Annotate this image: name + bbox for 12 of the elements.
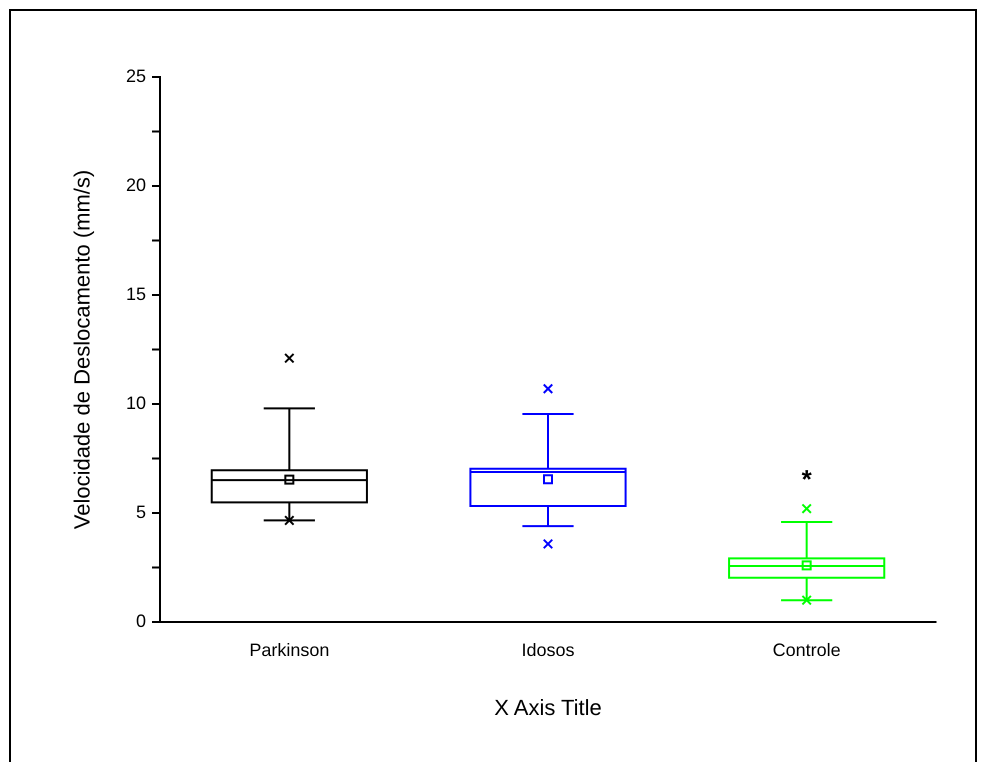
y-tick-label: 25 — [126, 66, 146, 86]
y-tick-label: 10 — [126, 392, 146, 413]
x-tick-label: Parkinson — [249, 640, 330, 660]
y-tick-label: 15 — [126, 284, 146, 304]
x-tick-label: Idosos — [521, 640, 575, 660]
x-axis-title: X Axis Title — [494, 694, 602, 720]
x-tick-label: Controle — [772, 640, 841, 660]
y-axis-title: Velocidade de Deslocamento (mm/s) — [69, 170, 94, 530]
y-tick-label: 5 — [136, 502, 146, 522]
annotation: * — [802, 464, 813, 494]
y-tick-label: 0 — [136, 610, 146, 631]
y-tick-label: 20 — [126, 174, 146, 195]
